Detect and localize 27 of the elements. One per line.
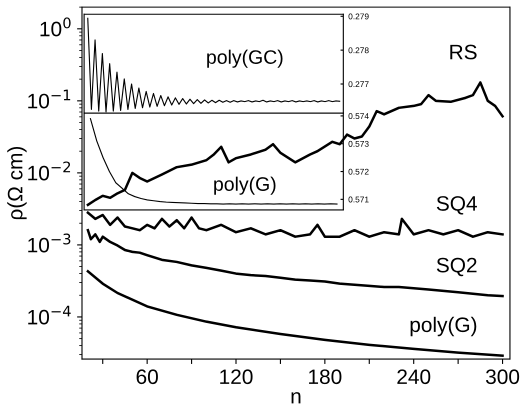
x-tick-label: 60	[136, 369, 158, 384]
series-label: SQ4	[436, 196, 477, 215]
x-axis-title: n	[292, 392, 300, 404]
x-tick-label: 240	[397, 369, 430, 384]
y-axis-title: ρ(Ω cm)	[7, 146, 27, 220]
y-tick-label: 10$^{−2}$	[28, 161, 70, 180]
y-tick-label: 0.573	[348, 140, 369, 147]
line-series	[87, 18, 340, 112]
series-label: poly(G)	[410, 316, 476, 336]
y-tick-label: 0.277	[348, 81, 369, 88]
series-label: SQ2	[436, 258, 477, 276]
y-tick-label: 10$^{−3}$	[28, 234, 70, 252]
y-tick-label: 10$^{−4}$	[28, 306, 71, 325]
y-tick-label: 0.278	[348, 47, 369, 54]
x-tick-label: 120	[220, 369, 253, 384]
y-tick-label: 10$^{0}$	[40, 17, 71, 36]
y-tick-label: 0.571	[348, 196, 369, 202]
series-label: poly(G)	[214, 176, 276, 195]
y-tick-label: 0.574	[348, 113, 369, 120]
x-tick-label: 180	[309, 369, 342, 384]
line-series	[86, 228, 504, 298]
series-label: poly(GC)	[207, 50, 283, 68]
series-label: RS	[450, 44, 477, 60]
x-tick-label: 300	[486, 369, 520, 384]
y-tick-label: 0.572	[348, 168, 369, 175]
y-tick-label: 10$^{−1}$	[28, 90, 70, 108]
y-tick-label: 0.279	[348, 13, 369, 20]
